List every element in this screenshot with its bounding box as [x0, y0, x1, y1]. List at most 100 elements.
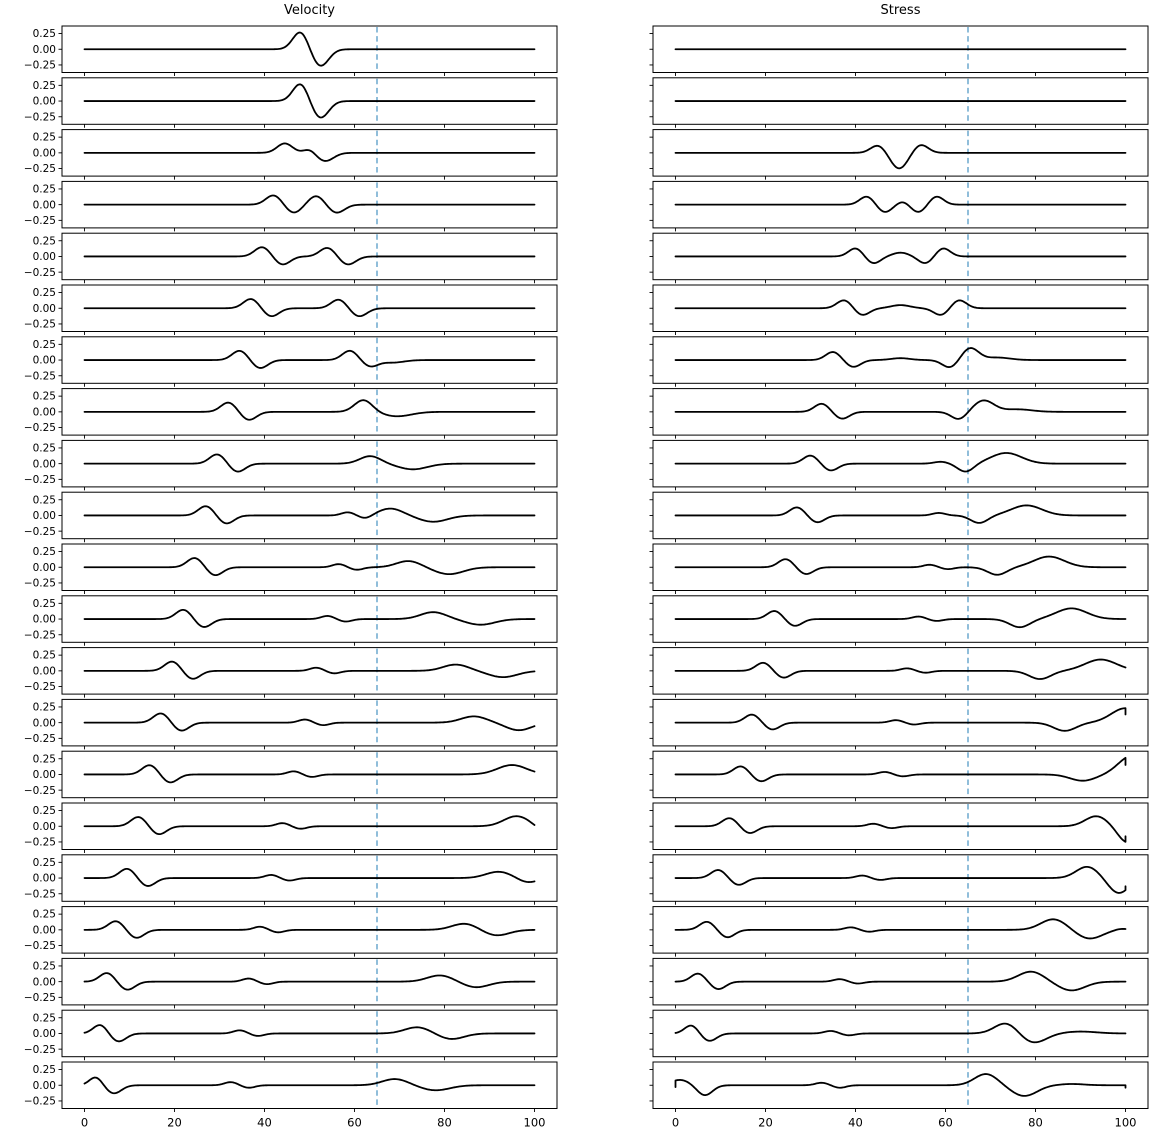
y-tick-label: 0.00	[33, 821, 56, 833]
velocity-column-title: Velocity	[284, 3, 335, 18]
subplot-stress-row-20	[649, 1009, 1149, 1061]
axes-frame	[652, 750, 1149, 799]
subplot-stress-row-5	[649, 232, 1149, 284]
y-tick-label: −0.25	[24, 733, 56, 745]
subplot-stress-row-21: 0 20 40 60 80 100	[649, 1061, 1149, 1130]
waveform-line	[674, 1073, 1127, 1097]
y-tick-label: 0.25	[33, 909, 56, 921]
y-tick-label: −0.25	[24, 940, 56, 952]
y-tick-label: −0.25	[24, 422, 56, 434]
subplot-velocity-row-21: 0 20 40 60 80 100 0.25 0.00 −0.25	[24, 1061, 558, 1130]
subplot-velocity-row-18: 0.25 0.00 −0.25	[24, 906, 558, 957]
subplot-stress-row-19	[649, 957, 1149, 1009]
waveform-line	[83, 660, 536, 680]
subplot-stress-row-16	[649, 802, 1149, 853]
y-tick-label: 0.25	[33, 1064, 56, 1076]
x-tick-label: 20	[758, 1116, 773, 1130]
y-tick-label: 0.00	[33, 976, 56, 988]
x-tick-label: 80	[1028, 1116, 1043, 1130]
waveform-line	[83, 1076, 536, 1095]
y-tick-label: 0.25	[33, 961, 56, 973]
subplot-stress-row-14	[649, 698, 1149, 750]
y-tick-label: 0.25	[33, 650, 56, 662]
subplot-velocity-row-15: 0.25 0.00 −0.25	[24, 750, 558, 802]
y-tick-label: 0.25	[33, 28, 56, 40]
waveform-line	[83, 399, 536, 421]
y-tick-label: −0.25	[24, 1044, 56, 1056]
subplot-stress-row-13	[649, 647, 1149, 698]
y-tick-label: −0.25	[24, 578, 56, 590]
y-tick-label: −0.25	[24, 370, 56, 382]
y-tick-label: 0.00	[33, 769, 56, 781]
y-tick-label: 0.00	[33, 303, 56, 315]
x-tick-label: 40	[257, 1116, 272, 1130]
waveform-line	[674, 865, 1127, 894]
subplot-velocity-row-12: 0.25 0.00 −0.25	[24, 595, 558, 646]
y-tick-label: 0.00	[33, 1028, 56, 1040]
waveform-line	[674, 918, 1127, 940]
x-tick-label: 20	[167, 1116, 182, 1130]
subplot-velocity-row-19: 0.25 0.00 −0.25	[24, 957, 558, 1009]
y-tick-label: 0.00	[33, 1080, 56, 1092]
subplot-stress-row-8	[649, 388, 1149, 439]
y-tick-label: −0.25	[24, 837, 56, 849]
waveform-line	[83, 142, 536, 162]
y-tick-label: −0.25	[24, 526, 56, 538]
y-tick-label: 0.25	[33, 1012, 56, 1024]
subplot-velocity-row-20: 0.25 0.00 −0.25	[24, 1009, 558, 1061]
y-tick-label: −0.25	[24, 267, 56, 279]
waveform-line	[674, 247, 1127, 264]
y-tick-label: −0.25	[24, 215, 56, 227]
y-tick-label: 0.25	[33, 235, 56, 247]
subplot-stress-row-10	[649, 491, 1149, 543]
subplot-velocity-row-6: 0.25 0.00 −0.25	[24, 284, 558, 335]
subplot-stress-row-11	[649, 543, 1149, 594]
x-tick-label: 40	[848, 1116, 863, 1130]
subplot-stress-row-3	[649, 129, 1149, 180]
y-tick-label: 0.00	[33, 873, 56, 885]
subplot-velocity-row-5: 0.25 0.00 −0.25	[24, 232, 558, 284]
subplot-stress-row-6	[649, 284, 1149, 335]
subplot-velocity-row-3: 0.25 0.00 −0.25	[24, 129, 558, 180]
subplot-stress-row-18	[649, 906, 1149, 957]
stress-column-title: Stress	[880, 3, 921, 18]
y-tick-label: −0.25	[24, 111, 56, 123]
y-tick-label: 0.00	[33, 251, 56, 263]
subplot-velocity-row-10: 0.25 0.00 −0.25	[24, 491, 558, 543]
subplot-stress-row-1	[649, 25, 1149, 76]
waveform-line	[83, 557, 536, 577]
y-tick-label: −0.25	[24, 681, 56, 693]
waveform-line	[674, 347, 1127, 368]
waveform-line	[83, 194, 536, 214]
waveform-line	[674, 756, 1127, 783]
y-tick-label: 0.25	[33, 598, 56, 610]
y-tick-label: 0.25	[33, 753, 56, 765]
y-tick-label: 0.25	[33, 287, 56, 299]
subplot-velocity-row-4: 0.25 0.00 −0.25	[24, 180, 558, 232]
waveform-line	[674, 607, 1127, 629]
y-tick-label: 0.00	[33, 96, 56, 108]
y-tick-label: 0.00	[33, 199, 56, 211]
y-tick-label: 0.00	[33, 44, 56, 56]
x-tick-label: 0	[81, 1116, 88, 1130]
waveform-line	[674, 815, 1127, 843]
y-tick-label: 0.00	[33, 717, 56, 729]
waveform-line	[83, 815, 536, 836]
y-tick-label: 0.00	[33, 147, 56, 159]
subplot-stress-row-4	[649, 180, 1149, 232]
x-tick-label: 100	[1115, 1116, 1137, 1130]
y-tick-label: 0.25	[33, 391, 56, 403]
subplot-stress-row-9	[649, 439, 1149, 491]
y-tick-label: 0.25	[33, 494, 56, 506]
y-tick-label: 0.25	[33, 702, 56, 714]
waveform-line	[674, 707, 1127, 732]
y-tick-label: 0.00	[33, 510, 56, 522]
y-tick-label: −0.25	[24, 319, 56, 331]
axes-frame	[61, 750, 558, 799]
waveform-line	[83, 349, 536, 369]
subplot-velocity-row-14: 0.25 0.00 −0.25	[24, 698, 558, 750]
y-tick-label: 0.25	[33, 80, 56, 92]
subplot-velocity-row-11: 0.25 0.00 −0.25	[24, 543, 558, 594]
